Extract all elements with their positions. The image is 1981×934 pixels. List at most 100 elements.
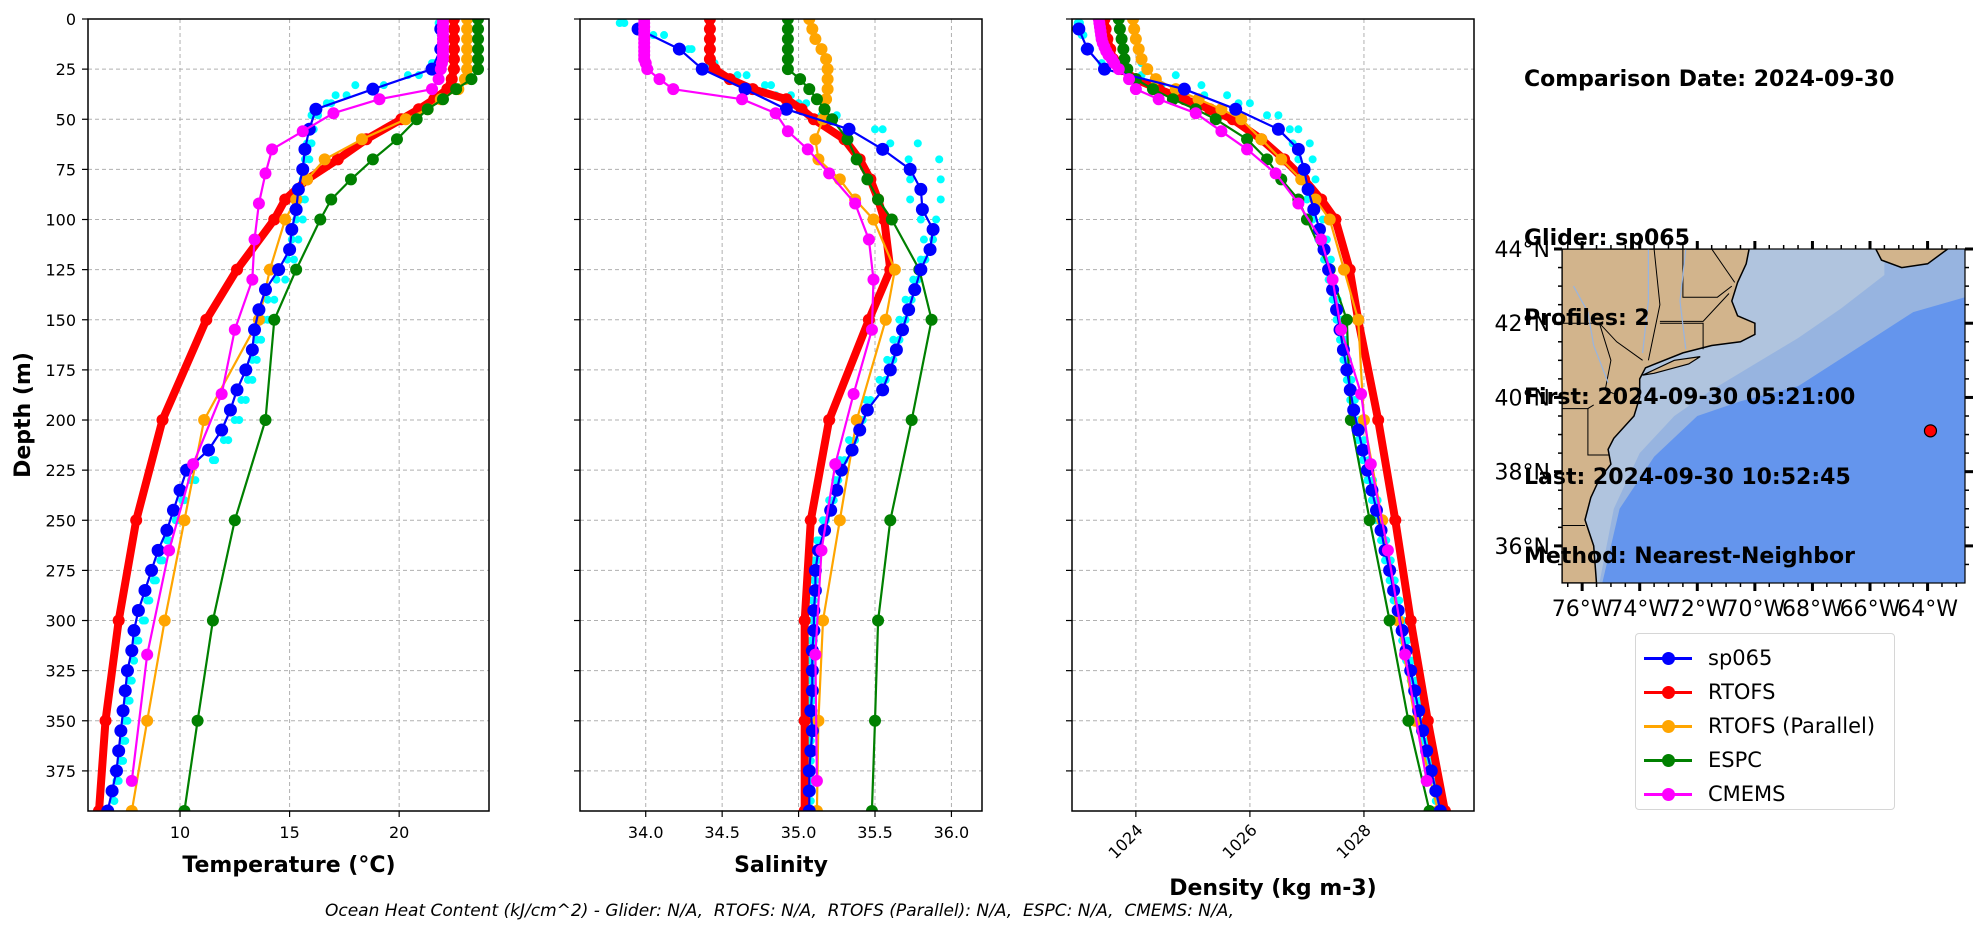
data-point-sp065 — [804, 704, 818, 718]
data-point-espc — [1340, 313, 1353, 326]
data-point-sp065 — [842, 122, 856, 136]
data-point-cmems — [266, 143, 279, 156]
data-point-sp065 — [1301, 182, 1315, 196]
data-point-rtofs — [708, 63, 721, 76]
data-point-rtofs_p — [820, 53, 833, 66]
glider-profile-point — [1308, 155, 1317, 164]
glider-profile-point — [889, 335, 898, 344]
lon-tick-label: 64°W — [1897, 597, 1958, 622]
map-area — [1562, 249, 1965, 583]
data-point-sp065 — [845, 443, 859, 457]
data-point-sp065 — [695, 62, 709, 76]
data-point-espc — [1117, 43, 1130, 56]
data-point-rtofs — [112, 614, 125, 627]
glider-profile-point — [1302, 195, 1311, 204]
glider-profile-point — [298, 215, 307, 224]
data-point-cmems — [327, 107, 340, 120]
data-point-sp065 — [245, 343, 259, 357]
series-line-cmems — [130, 19, 445, 782]
series-line-sp065 — [1077, 28, 1442, 811]
legend-line-icon — [1644, 787, 1692, 801]
data-point-rtofs_p — [125, 805, 138, 811]
y-tick-label: 50 — [56, 110, 76, 129]
data-point-cmems — [653, 73, 666, 86]
data-point-rtofs_p — [290, 193, 303, 206]
data-point-espc — [884, 514, 897, 527]
y-tick-label: 275 — [45, 561, 76, 580]
glider-profile-point — [248, 375, 257, 384]
x-tick-label: 1024 — [1104, 820, 1146, 862]
data-point-rtofs_p — [809, 133, 822, 146]
glider-profile-point — [935, 155, 944, 164]
data-point-cmems — [259, 167, 272, 180]
y-tick-label: 200 — [45, 411, 76, 430]
salinity-plot-area — [615, 19, 945, 811]
data-point-sp065 — [272, 263, 286, 277]
data-point-rtofs_p — [806, 23, 819, 36]
legend-item-rtofs-parallel: RTOFS (Parallel) — [1644, 711, 1875, 741]
glider-profile-point — [1305, 139, 1314, 148]
data-point-espc — [872, 614, 885, 627]
y-tick-label: 100 — [45, 211, 76, 230]
state-border — [1598, 323, 1614, 395]
series-line-sp065 — [106, 29, 442, 811]
glider-profile-point — [878, 125, 887, 134]
data-point-espc — [1241, 133, 1254, 146]
data-point-sp065 — [223, 403, 237, 417]
data-point-sp065 — [230, 383, 244, 397]
data-point-cmems — [248, 233, 261, 246]
data-point-sp065 — [252, 303, 266, 317]
y-tick-label: 375 — [45, 762, 76, 781]
data-point-espc — [410, 113, 423, 126]
data-point-cmems — [1292, 197, 1305, 210]
data-point-sp065 — [779, 102, 793, 116]
data-point-sp065 — [672, 42, 686, 56]
data-point-rtofs_p — [1255, 133, 1268, 146]
glider-profile-point — [121, 736, 130, 745]
data-point-sp065 — [239, 363, 253, 377]
state-border — [1587, 408, 1610, 456]
data-point-sp065 — [1098, 62, 1112, 76]
glider-profile-point — [760, 81, 769, 90]
data-point-rtofs — [703, 19, 716, 25]
lat-tick-label: 38°N — [1495, 461, 1550, 486]
legend: sp065 RTOFS RTOFS (Parallel) ESPC CMEMS — [1635, 633, 1895, 810]
river — [1679, 249, 1687, 350]
data-point-sp065 — [1072, 22, 1086, 36]
legend-line-icon — [1644, 685, 1692, 699]
data-point-rtofs — [447, 43, 460, 56]
data-point-rtofs — [441, 83, 454, 96]
data-point-cmems — [1189, 107, 1202, 120]
river — [1642, 249, 1650, 353]
data-point-sp065 — [125, 644, 139, 658]
data-point-espc — [344, 173, 357, 186]
data-point-sp065 — [1420, 744, 1434, 758]
data-point-espc — [865, 805, 878, 811]
glider-profile-point — [110, 796, 119, 805]
data-point-espc — [1121, 63, 1134, 76]
data-point-sp065 — [120, 664, 134, 678]
y-tick-label: 0 — [66, 10, 76, 29]
data-point-rtofs_p — [1235, 113, 1248, 126]
glider-profile-point — [1326, 255, 1335, 264]
x-tick-label: 34.5 — [704, 823, 740, 842]
data-point-sp065 — [112, 744, 126, 758]
data-point-rtofs_p — [879, 313, 892, 326]
data-point-rtofs — [1404, 614, 1417, 627]
data-point-sp065 — [258, 283, 272, 297]
glider-profile-point — [901, 295, 910, 304]
glider-profile-point — [936, 195, 945, 204]
glider-profile-point — [916, 215, 925, 224]
data-point-cmems — [829, 458, 842, 471]
data-point-sp065 — [215, 423, 229, 437]
data-point-rtofs_p — [318, 153, 331, 166]
data-point-cmems — [246, 273, 259, 286]
lon-tick-label: 66°W — [1840, 597, 1901, 622]
data-point-cmems — [1152, 93, 1165, 106]
glider-profile-point — [875, 375, 884, 384]
data-point-sp065 — [105, 784, 119, 798]
glider-profile-point — [871, 125, 880, 134]
data-point-sp065 — [289, 202, 303, 216]
data-point-sp065 — [109, 764, 123, 778]
method: Method: Nearest-Neighbor — [1524, 544, 1855, 569]
